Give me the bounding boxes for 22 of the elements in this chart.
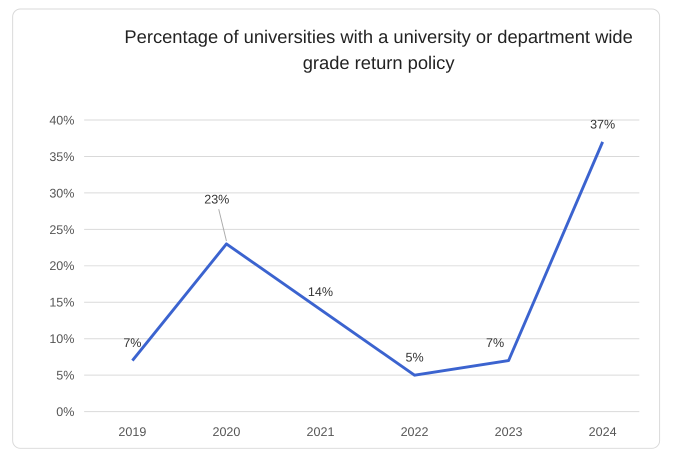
y-tick-label: 25% xyxy=(49,222,74,237)
text: 7% xyxy=(123,336,142,350)
text: 5% xyxy=(405,350,424,365)
x-tick-label: 2024 xyxy=(588,424,617,439)
y-tick-label: 10% xyxy=(49,332,74,346)
y-tick-label: 30% xyxy=(49,186,74,200)
y-tick-label: 0% xyxy=(56,405,74,420)
y-tick-label: 5% xyxy=(56,368,74,383)
y-tick-label: 35% xyxy=(49,150,74,164)
x-tick-label: 2020 xyxy=(212,424,240,439)
text: 23% xyxy=(204,192,230,206)
x-tick-label: 2022 xyxy=(400,424,429,439)
x-tick-label: 2021 xyxy=(306,424,334,439)
x-tick-label: 2019 xyxy=(118,424,146,439)
text: 14% xyxy=(308,285,334,300)
chart-title: Percentage of universities with a university or department wide grade return policy xyxy=(124,26,633,73)
text: 7% xyxy=(486,336,504,350)
text: 37% xyxy=(590,117,616,132)
y-tick-label: 40% xyxy=(49,113,74,128)
y-tick-label: 15% xyxy=(49,296,74,310)
y-tick-label: 20% xyxy=(49,259,74,274)
x-tick-label: 2023 xyxy=(494,424,523,439)
